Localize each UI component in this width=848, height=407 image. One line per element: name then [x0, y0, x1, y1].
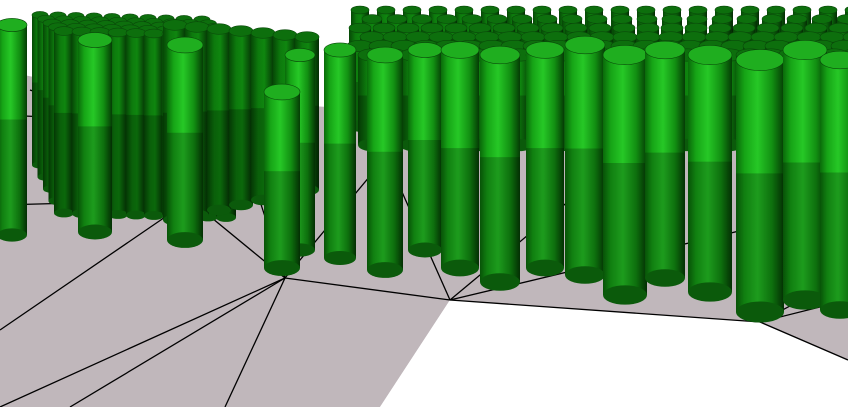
mesh-edge [0, 199, 191, 331]
mesh-edge [224, 277, 286, 407]
mesh-edge [69, 277, 286, 407]
cylinder [143, 28, 165, 220]
cylinder [525, 41, 565, 277]
cylinder [479, 45, 521, 291]
cylinder [366, 46, 404, 278]
void-region [380, 300, 848, 407]
mesh-edge [449, 299, 761, 323]
cylinder [602, 45, 648, 305]
cylinder [819, 50, 848, 319]
mesh-edge [759, 321, 848, 361]
cylinder [206, 23, 232, 216]
cylinder [53, 26, 75, 218]
cylinder [407, 42, 443, 258]
cylinder [77, 32, 113, 240]
cylinder [0, 18, 28, 242]
mesh-edge [0, 277, 286, 407]
cylinder [125, 28, 147, 220]
mesh-edge [284, 277, 451, 301]
cylinder-field [0, 5, 848, 323]
cylinder [263, 83, 301, 276]
cylinder [782, 40, 828, 310]
cylinder [735, 49, 785, 323]
cylinder [228, 25, 254, 211]
cylinder [440, 41, 480, 277]
cylinder [564, 35, 606, 284]
cylinder [644, 40, 686, 287]
cylinder [323, 42, 357, 266]
cylinder [687, 45, 733, 302]
cylinder [166, 36, 204, 248]
